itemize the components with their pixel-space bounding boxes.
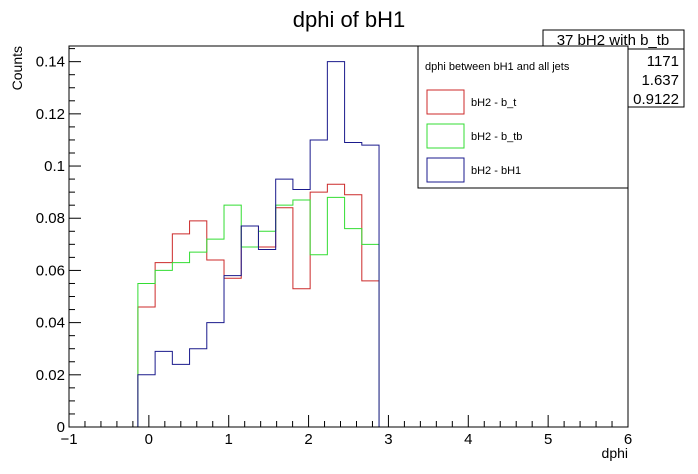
x-tick-label: 3 <box>384 431 392 448</box>
legend-label-2: bH2 - b_tb <box>471 131 522 143</box>
legend-swatch-2 <box>426 123 465 149</box>
x-tick-label: 6 <box>624 431 632 448</box>
x-tick-label: 0 <box>145 431 153 448</box>
y-tick-label: 0.04 <box>36 315 65 332</box>
y-tick-label: 0 <box>57 419 65 436</box>
legend-label-3: bH2 - bH1 <box>471 165 521 177</box>
legend: dphi between bH1 and all jets bH2 - b_tb… <box>417 45 629 189</box>
y-tick-label: 0.02 <box>36 367 65 384</box>
x-tick-label: 2 <box>304 431 312 448</box>
y-axis: 0 0.02 0.04 0.06 0.08 0.1 0.12 0.14 <box>36 48 81 436</box>
stats-entries-value: 1171 <box>647 53 679 70</box>
y-tick-label: 0.14 <box>36 54 65 71</box>
x-tick-label: 5 <box>544 431 552 448</box>
x-tick-label: 1 <box>225 431 233 448</box>
stats-title: 37 bH2 with b_tb <box>557 32 670 49</box>
x-tick-label: −1 <box>60 431 77 448</box>
y-axis-label: Counts <box>9 46 25 90</box>
stats-mean-value: 1.637 <box>641 72 679 89</box>
y-tick-label: 0.06 <box>36 262 65 279</box>
plot-frame <box>68 45 629 428</box>
stats-std-dev-value: 0.9122 <box>633 91 679 108</box>
legend-swatch-3 <box>426 157 465 183</box>
x-tick-label: 4 <box>464 431 472 448</box>
legend-title: dphi between bH1 and all jets <box>425 61 570 73</box>
y-tick-label: 0.12 <box>36 106 65 123</box>
legend-entries: bH2 - b_t bH2 - b_tb bH2 - bH1 <box>426 89 522 183</box>
y-tick-label: 0.1 <box>44 158 65 175</box>
x-axis-label: dphi <box>602 445 628 461</box>
y-tick-label: 0.08 <box>36 210 65 227</box>
x-axis: −1 0 1 2 3 4 5 6 <box>60 415 632 448</box>
chart-title: dphi of bH1 <box>293 7 406 32</box>
legend-label-1: bH2 - b_t <box>471 97 516 109</box>
legend-swatch-1 <box>426 89 465 115</box>
